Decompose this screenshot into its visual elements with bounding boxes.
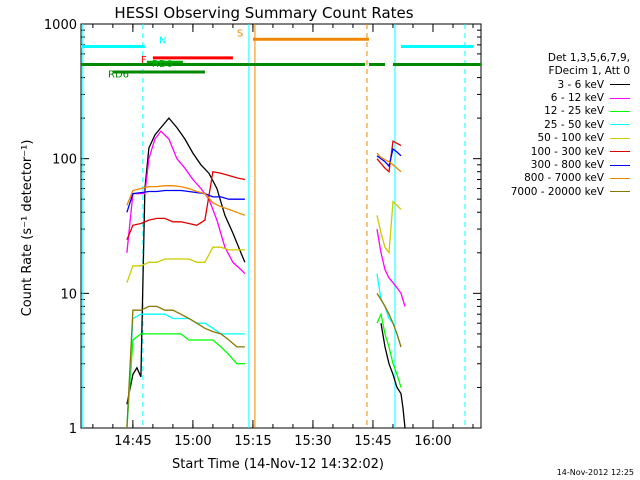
state-bar-label: RD0 [152, 59, 173, 70]
legend-item: 3 - 6 keV [440, 78, 630, 91]
series-line [376, 200, 402, 255]
y-tick-label: 1 [69, 422, 77, 437]
series-line [376, 140, 402, 173]
series-line [376, 292, 402, 348]
legend-swatch [610, 110, 630, 112]
series-line [376, 228, 406, 307]
series-line [376, 152, 402, 173]
y-tick-label: 10 [60, 287, 77, 302]
series-line [126, 117, 246, 405]
legend-item: 25 - 50 keV [440, 118, 630, 131]
y-axis-label: Count Rate (s⁻¹ detector⁻¹) [20, 140, 35, 317]
legend-swatch [610, 84, 630, 86]
legend-swatch [610, 97, 630, 99]
series-line [126, 246, 245, 283]
legend-label: 6 - 12 keV [550, 92, 604, 105]
x-tick-label: 15:00 [174, 434, 211, 449]
series-line [126, 189, 245, 213]
legend-item: 300 - 800 keV [440, 158, 630, 171]
legend-item: 6 - 12 keV [440, 91, 630, 104]
legend-label: 50 - 100 keV [537, 132, 604, 145]
legend-title-line-1: Det 1,3,5,6,7,9, [547, 52, 630, 64]
legend: Det 1,3,5,6,7,9, FDecim 1, Att 0 3 - 6 k… [440, 52, 630, 199]
legend-label: 12 - 25 keV [544, 105, 604, 118]
series-line [126, 130, 246, 275]
legend-item: 7000 - 20000 keV [440, 185, 630, 198]
legend-label: 300 - 800 keV [530, 159, 604, 172]
x-tick-label: 15:30 [294, 434, 331, 449]
y-tick-label: 1000 [44, 18, 77, 33]
legend-swatch [610, 191, 630, 193]
legend-swatch [610, 124, 630, 126]
series-line [376, 147, 402, 168]
plot-area: 1 10 100 1000 14:45 15:00 15:15 15:30 15:45 16:00… [44, 18, 482, 449]
series-line [126, 305, 245, 429]
y-tick-label: 100 [52, 153, 77, 168]
series-line [380, 323, 406, 429]
legend-item: 800 - 7000 keV [440, 172, 630, 185]
series-line [126, 333, 245, 429]
legend-swatch [610, 177, 630, 179]
chart-title: HESSI Observing Summary Count Rates [114, 4, 413, 22]
legend-swatch [610, 137, 630, 139]
legend-label: 25 - 50 keV [544, 118, 604, 131]
legend-swatch [610, 164, 630, 166]
legend-label: 7000 - 20000 keV [510, 185, 604, 198]
legend-swatch [610, 151, 630, 153]
x-tick-label: 15:15 [234, 434, 271, 449]
series-line [126, 313, 245, 429]
legend-item: 100 - 300 keV [440, 145, 630, 158]
plot-frame [80, 23, 482, 429]
series-line [126, 185, 246, 216]
series-line [126, 170, 246, 240]
legend-label: 800 - 7000 keV [524, 172, 604, 185]
x-axis-label: Start Time (14-Nov-12 14:32:02) [172, 457, 384, 472]
x-tick-label: 16:00 [414, 434, 451, 449]
state-bar-label: N [159, 36, 166, 47]
state-bar-label: S [237, 28, 243, 39]
legend-label: 3 - 6 keV [557, 78, 604, 91]
legend-item: 50 - 100 keV [440, 132, 630, 145]
x-tick-label: 14:45 [114, 434, 151, 449]
legend-title-line-2: FDecim 1, Att 0 [548, 65, 630, 77]
legend-item: 12 - 25 keV [440, 105, 630, 118]
series-line [376, 312, 402, 388]
x-tick-label: 15:45 [354, 434, 391, 449]
footer-timestamp: 14-Nov-2012 12:25 [556, 468, 634, 477]
state-bar-label: F [141, 55, 147, 66]
legend-label: 100 - 300 keV [530, 145, 604, 158]
state-bar-label: RD6 [108, 70, 129, 81]
